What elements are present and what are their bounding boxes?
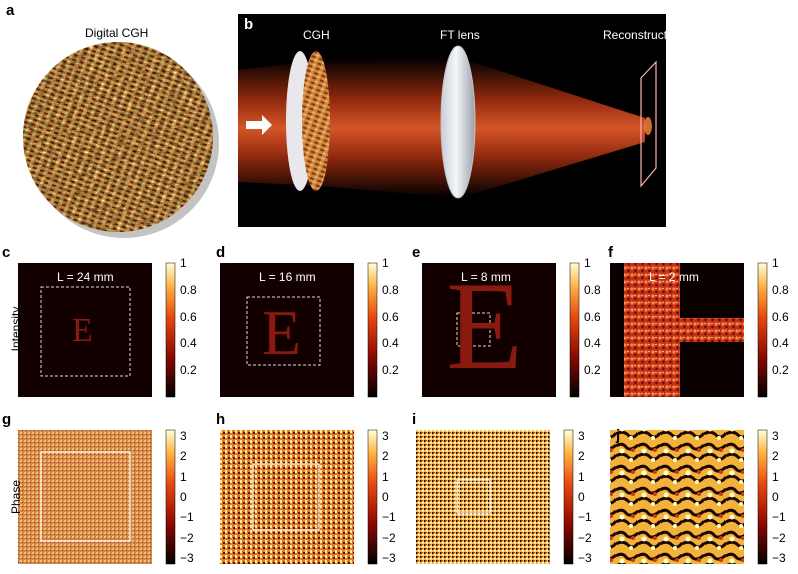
colorbar-tick-label: 1 xyxy=(772,469,779,484)
colorbar-tick-label: 0.8 xyxy=(382,282,399,297)
letter-e-d: E xyxy=(262,297,302,368)
phase-g xyxy=(18,430,152,564)
colorbar-tick-label: 1 xyxy=(772,256,779,270)
colorbar-tick-label: 0.8 xyxy=(772,282,789,297)
colorbar-tick-label: 0.2 xyxy=(382,363,399,378)
colorbar-tick-label: −3 xyxy=(772,551,786,565)
colorbar-tick-label: −1 xyxy=(382,510,396,525)
phase-i xyxy=(416,430,550,564)
colorbar-tick-label: 0.2 xyxy=(584,363,601,378)
panel-a-letter: a xyxy=(6,2,15,19)
colorbar-tick-label: 1 xyxy=(382,256,389,270)
colorbar-tick-label: −3 xyxy=(180,551,194,565)
panel-i-letter: i xyxy=(412,411,417,428)
colorbar-tick-label: 0 xyxy=(578,490,585,504)
panel-b-letter: b xyxy=(244,16,254,33)
intensity-d xyxy=(220,263,354,397)
colorbar-tick-label: 3 xyxy=(382,429,389,443)
reconstruction-plane xyxy=(640,60,657,188)
caption-e: L = 8 mm xyxy=(461,270,511,284)
intensity-c xyxy=(18,263,152,397)
input-arrow-icon xyxy=(246,115,272,135)
colorbar-tick-label: 1 xyxy=(584,256,591,270)
intensity-e xyxy=(422,263,556,397)
panel-e-letter: e xyxy=(412,244,421,261)
caption-f: L = 2 mm xyxy=(649,270,699,284)
letter-e-c: E xyxy=(72,312,93,349)
letter-e-e: E xyxy=(446,257,523,396)
colorbar-tick-label: −3 xyxy=(382,551,396,565)
caption-c: L = 24 mm xyxy=(57,270,114,284)
row-label-intensity: Intensity xyxy=(9,306,23,352)
colorbar-tick-label: 2 xyxy=(578,449,585,464)
colorbar-tick-label: 0.2 xyxy=(772,363,789,378)
colorbar-tick-label: −2 xyxy=(180,530,194,545)
panel-f-letter: f xyxy=(608,244,613,261)
digital-cgh-title: Digital CGH xyxy=(85,26,149,40)
colorbar-tick-label: 0.6 xyxy=(180,309,197,324)
colorbar-tick-label: 0.4 xyxy=(772,336,789,351)
colorbar-tick-label: 0.8 xyxy=(180,282,197,297)
phase-j xyxy=(610,430,744,564)
colorbar-j xyxy=(757,429,768,565)
colorbar-tick-label: 3 xyxy=(772,429,779,443)
colorbar-tick-label: 1 xyxy=(382,469,389,484)
colorbar-h xyxy=(367,429,378,565)
colorbar-tick-label: 2 xyxy=(772,449,779,464)
colorbar-tick-label: 0.4 xyxy=(180,336,197,351)
caption-d: L = 16 mm xyxy=(259,270,316,284)
colorbar-e xyxy=(569,262,580,398)
colorbar-tick-label: −1 xyxy=(578,510,592,525)
colorbar-tick-label: −1 xyxy=(772,510,786,525)
colorbar-f xyxy=(757,262,768,398)
cgh-label: CGH xyxy=(303,28,330,42)
colorbar-tick-label: 0 xyxy=(180,490,187,504)
colorbar-tick-label: −2 xyxy=(772,530,786,545)
colorbar-tick-label: 0.6 xyxy=(584,309,601,324)
colorbar-tick-label: 0 xyxy=(382,490,389,504)
colorbar-tick-label: 3 xyxy=(180,429,187,443)
colorbar-tick-label: 1 xyxy=(180,469,187,484)
colorbar-tick-label: 0.6 xyxy=(772,309,789,324)
colorbar-tick-label: 1 xyxy=(180,256,187,270)
panel-j-letter: j xyxy=(616,427,621,444)
colorbar-tick-label: 1 xyxy=(578,469,585,484)
panel-c-letter: c xyxy=(2,244,11,261)
colorbar-tick-label: 0.2 xyxy=(180,363,197,378)
ft-lens xyxy=(440,45,476,199)
colorbar-i xyxy=(563,429,574,565)
phase-h xyxy=(220,430,354,564)
colorbar-tick-label: 0 xyxy=(772,490,779,504)
reconstruction-label: Reconstructuion xyxy=(603,28,690,42)
panel-g-letter: g xyxy=(2,411,12,428)
panel-d-letter: d xyxy=(216,244,226,261)
colorbar-tick-label: 3 xyxy=(578,429,585,443)
colorbar-tick-label: −1 xyxy=(180,510,194,525)
colorbar-tick-label: 0.8 xyxy=(584,282,601,297)
colorbar-tick-label: 0.6 xyxy=(382,309,399,324)
colorbar-d xyxy=(367,262,378,398)
row-label-phase: Phase xyxy=(9,479,23,515)
ft-lens-label: FT lens xyxy=(440,28,480,42)
colorbar-tick-label: −2 xyxy=(578,530,592,545)
panel-h-letter: h xyxy=(216,411,226,428)
colorbar-tick-label: 2 xyxy=(382,449,389,464)
colorbar-tick-label: 0.4 xyxy=(382,336,399,351)
optical-setup-panel xyxy=(238,14,666,227)
colorbar-g xyxy=(165,429,176,565)
colorbar-tick-label: 0.4 xyxy=(584,336,601,351)
colorbar-tick-label: −2 xyxy=(382,530,396,545)
colorbar-tick-label: 2 xyxy=(180,449,187,464)
digital-cgh-disk xyxy=(23,42,219,238)
intensity-f xyxy=(610,263,744,397)
colorbar-c xyxy=(165,262,176,398)
colorbar-tick-label: −3 xyxy=(578,551,592,565)
